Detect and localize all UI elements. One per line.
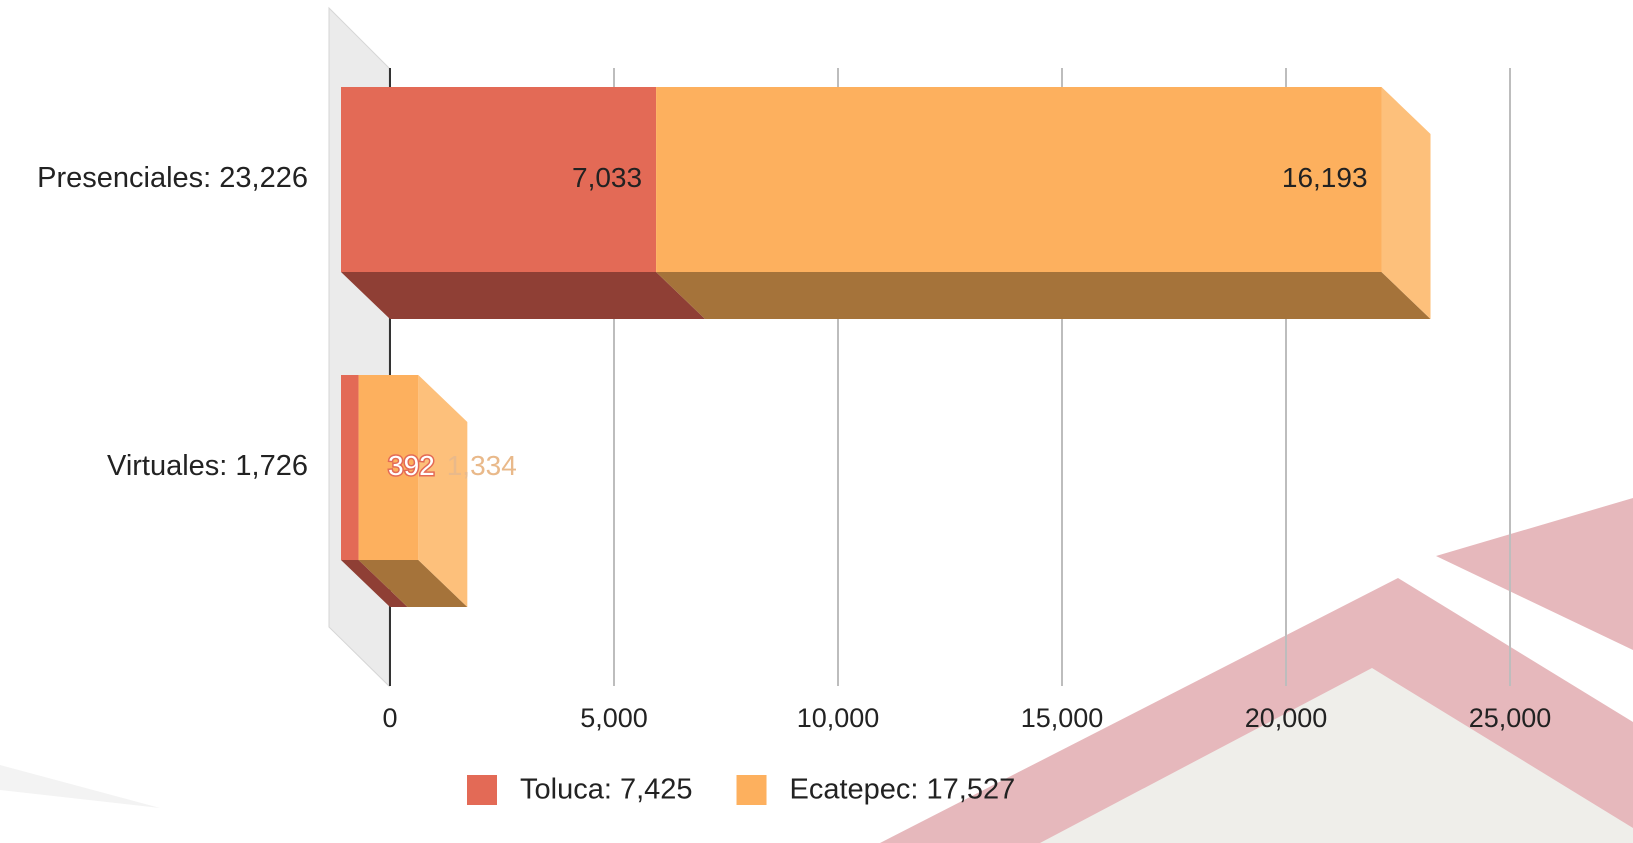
value-label: 16,193: [1282, 162, 1368, 193]
x-tick-label: 15,000: [1021, 703, 1104, 733]
value-label: 1,334: [447, 450, 517, 481]
bar: [341, 87, 657, 272]
x-tick-label: 20,000: [1245, 703, 1328, 733]
bar-end-face: [418, 375, 468, 607]
value-label: 7,033: [572, 162, 642, 193]
bar: [656, 87, 1382, 272]
bar-bottom-face: [341, 560, 408, 607]
legend-label: Toluca: 7,425: [520, 774, 693, 806]
bar-bottom-face: [341, 272, 706, 319]
bar-bottom-face: [358, 560, 468, 607]
value-label: 392: [388, 450, 435, 481]
deco-gray: [1040, 668, 1633, 843]
background-decoration: [0, 498, 1633, 843]
x-tick-label: 10,000: [797, 703, 880, 733]
deco-line: [0, 765, 160, 808]
x-tick-label: 5,000: [580, 703, 648, 733]
legend-swatch: [467, 775, 497, 805]
bar: [341, 375, 359, 560]
bar: [358, 375, 419, 560]
legend-swatch: [736, 775, 767, 805]
category-label: Presenciales: 23,226: [37, 162, 308, 194]
legend-label: Ecatepec: 17,527: [790, 774, 1016, 806]
x-tick-label: 0: [382, 703, 397, 733]
bar-bottom-face: [656, 272, 1431, 319]
x-tick-label: 25,000: [1469, 703, 1552, 733]
deco-corner: [1436, 498, 1633, 650]
category-label: Virtuales: 1,726: [107, 450, 308, 482]
bar-end-face: [1381, 87, 1431, 319]
